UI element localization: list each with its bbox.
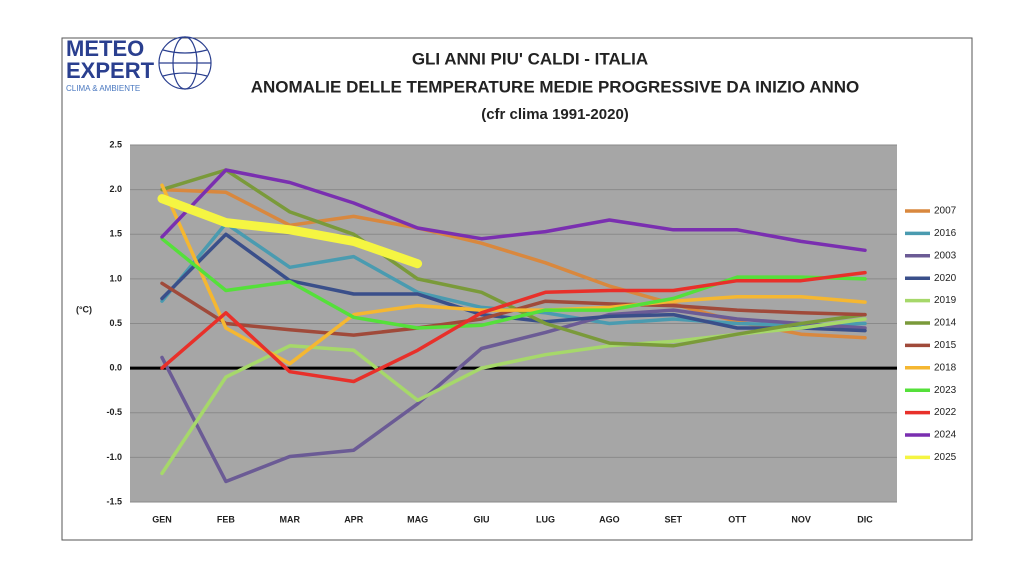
legend-label: 2003 (934, 250, 957, 261)
legend-label: 2024 (934, 430, 957, 441)
y-tick-label: 1.0 (109, 273, 122, 283)
logo-text: EXPERT (66, 58, 155, 83)
legend-label: 2014 (934, 318, 957, 329)
series-line (157, 194, 423, 269)
x-tick-label: APR (344, 514, 364, 524)
legend-label: 2007 (934, 206, 957, 217)
x-tick-label: FEB (217, 514, 236, 524)
x-tick-label: AGO (599, 514, 620, 524)
logo-text: METEO (66, 36, 144, 61)
y-tick-label: 0.5 (109, 318, 122, 328)
series-line (160, 183, 867, 366)
x-tick-label: GEN (152, 514, 172, 524)
legend-label: 2020 (934, 273, 957, 284)
y-tick-label: 2.0 (109, 184, 122, 194)
legend-label: 2025 (934, 452, 957, 463)
y-tick-label: -1.5 (106, 496, 122, 506)
legend-label: 2022 (934, 407, 957, 418)
series-line (160, 270, 867, 384)
legend-label: 2023 (934, 385, 957, 396)
logo-globe (158, 36, 212, 90)
y-tick-label: 2.5 (109, 139, 122, 149)
logo: METEO EXPERT CLIMA & AMBIENTE (66, 36, 212, 93)
legend-label: 2019 (934, 295, 957, 306)
series-line (160, 168, 867, 348)
x-tick-label: DIC (857, 514, 873, 524)
x-tick-label: NOV (791, 514, 811, 524)
x-tick-label: GIU (474, 514, 490, 524)
x-tick-label: MAR (280, 514, 301, 524)
y-tick-label: 0.0 (109, 363, 122, 373)
chart-title: GLI ANNI PIU' CALDI - ITALIA (412, 49, 648, 68)
logo-tagline: CLIMA & AMBIENTE (66, 84, 140, 93)
x-tick-label: LUG (536, 514, 555, 524)
x-tick-label: OTT (728, 514, 746, 524)
legend-label: 2016 (934, 228, 957, 239)
chart-subtitle: ANOMALIE DELLE TEMPERATURE MEDIE PROGRES… (251, 77, 860, 96)
y-tick-label: 1.5 (109, 229, 122, 239)
series-line (160, 308, 867, 484)
series-line (160, 168, 867, 253)
x-tick-label: SET (665, 514, 683, 524)
series-line (160, 236, 867, 330)
y-axis-label: (°C) (76, 304, 92, 314)
chart-note: (cfr clima 1991-2020) (481, 106, 629, 123)
legend-label: 2015 (934, 340, 957, 351)
x-tick-label: MAG (407, 514, 428, 524)
y-tick-label: -0.5 (106, 407, 122, 417)
legend-label: 2018 (934, 362, 957, 373)
y-tick-label: -1.0 (106, 452, 122, 462)
